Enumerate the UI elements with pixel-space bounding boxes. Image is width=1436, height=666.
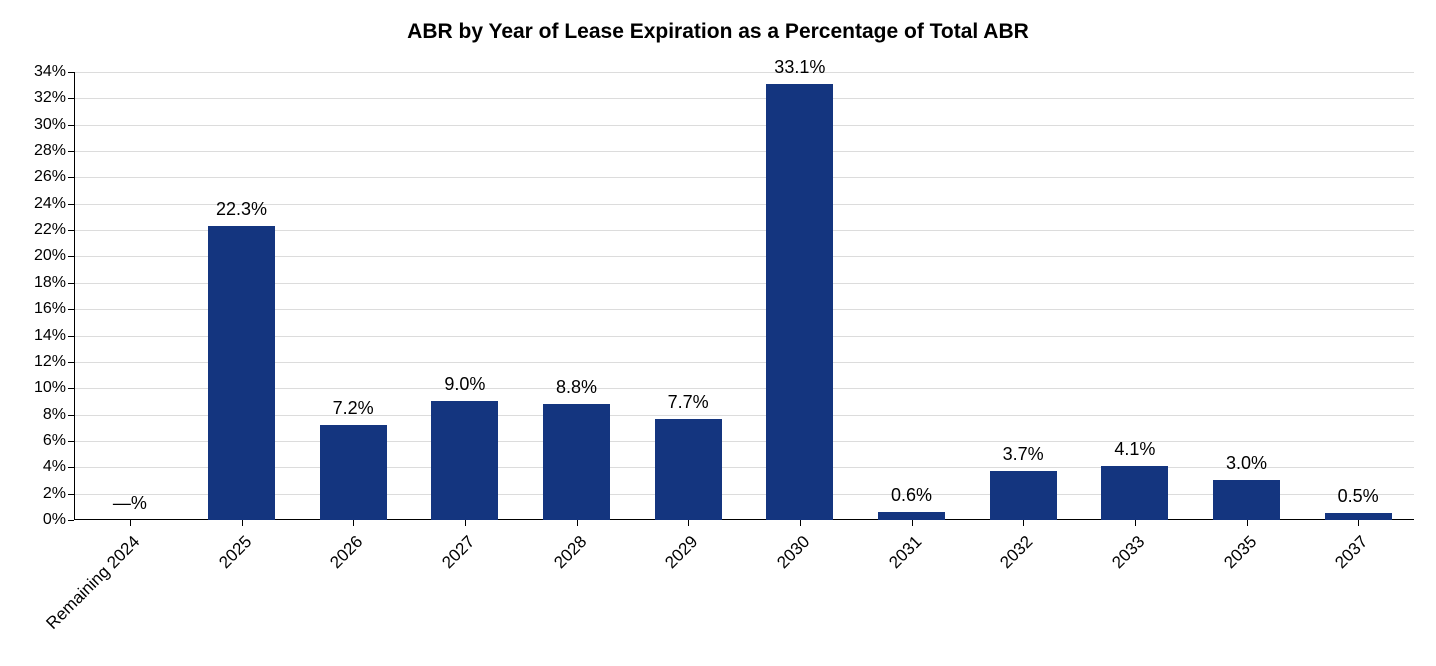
bar-value-label: 3.7%: [1003, 444, 1044, 465]
bar-value-label: 0.6%: [891, 485, 932, 506]
bar-value-label: 9.0%: [444, 374, 485, 395]
x-tick-mark: [353, 520, 354, 526]
x-tick-mark: [688, 520, 689, 526]
bar-value-label: 7.7%: [668, 392, 709, 413]
y-tick-label: 28%: [34, 142, 74, 160]
y-tick-label: 12%: [34, 353, 74, 371]
x-tick-mark: [800, 520, 801, 526]
gridline: [74, 309, 1414, 310]
gridline: [74, 283, 1414, 284]
x-tick-mark: [577, 520, 578, 526]
y-tick-label: 8%: [43, 406, 74, 424]
gridline: [74, 98, 1414, 99]
x-tick-mark: [130, 520, 131, 526]
bar: [990, 471, 1057, 520]
y-tick-label: 32%: [34, 89, 74, 107]
x-tick-label: 2025: [215, 532, 256, 573]
gridline: [74, 72, 1414, 73]
x-tick-label: 2030: [773, 532, 814, 573]
y-tick-label: 6%: [43, 432, 74, 450]
y-axis-line: [74, 72, 75, 520]
y-tick-label: 30%: [34, 116, 74, 134]
y-tick-label: 34%: [34, 63, 74, 81]
chart-container: ABR by Year of Lease Expiration as a Per…: [0, 0, 1436, 666]
y-tick-label: 24%: [34, 195, 74, 213]
x-tick-label: 2037: [1331, 532, 1372, 573]
bar-value-label: 3.0%: [1226, 453, 1267, 474]
gridline: [74, 151, 1414, 152]
x-tick-mark: [1135, 520, 1136, 526]
y-tick-label: 18%: [34, 274, 74, 292]
bar: [1325, 513, 1392, 520]
y-tick-label: 26%: [34, 168, 74, 186]
y-tick-label: 2%: [43, 485, 74, 503]
bar: [431, 401, 498, 520]
y-tick-label: 16%: [34, 300, 74, 318]
bar-value-label: 7.2%: [333, 398, 374, 419]
bar-value-label: 4.1%: [1114, 439, 1155, 460]
x-tick-label: 2033: [1108, 532, 1149, 573]
bar: [655, 419, 722, 520]
x-tick-label: 2029: [661, 532, 702, 573]
x-tick-label: Remaining 2024: [42, 532, 144, 634]
bar: [320, 425, 387, 520]
y-tick-label: 10%: [34, 379, 74, 397]
bar: [1213, 480, 1280, 520]
y-tick-label: 4%: [43, 458, 74, 476]
bar: [1101, 466, 1168, 520]
gridline: [74, 441, 1414, 442]
y-tick-label: 0%: [43, 511, 74, 529]
gridline: [74, 336, 1414, 337]
gridline: [74, 177, 1414, 178]
gridline: [74, 230, 1414, 231]
bar: [208, 226, 275, 520]
bar-value-label: 33.1%: [774, 57, 825, 78]
gridline: [74, 362, 1414, 363]
x-tick-mark: [1247, 520, 1248, 526]
bar-value-label: 0.5%: [1338, 486, 1379, 507]
x-tick-label: 2032: [996, 532, 1037, 573]
bar-value-label: 22.3%: [216, 199, 267, 220]
x-tick-label: 2027: [438, 532, 479, 573]
plot-area: 0%2%4%6%8%10%12%14%16%18%20%22%24%26%28%…: [74, 72, 1414, 520]
gridline: [74, 467, 1414, 468]
y-tick-label: 20%: [34, 247, 74, 265]
x-tick-label: 2035: [1220, 532, 1261, 573]
gridline: [74, 388, 1414, 389]
x-tick-label: 2028: [550, 532, 591, 573]
gridline: [74, 125, 1414, 126]
bar-value-label: 8.8%: [556, 377, 597, 398]
x-tick-label: 2026: [326, 532, 367, 573]
x-tick-mark: [912, 520, 913, 526]
x-tick-mark: [465, 520, 466, 526]
y-tick-label: 22%: [34, 221, 74, 239]
bar: [878, 512, 945, 520]
x-tick-mark: [1023, 520, 1024, 526]
x-tick-label: 2031: [885, 532, 926, 573]
bar-value-label: —%: [113, 493, 147, 514]
gridline: [74, 204, 1414, 205]
gridline: [74, 415, 1414, 416]
bar: [543, 404, 610, 520]
gridline: [74, 256, 1414, 257]
chart-title: ABR by Year of Lease Expiration as a Per…: [0, 20, 1436, 44]
x-tick-mark: [242, 520, 243, 526]
x-tick-mark: [1358, 520, 1359, 526]
y-tick-label: 14%: [34, 327, 74, 345]
bar: [766, 84, 833, 520]
